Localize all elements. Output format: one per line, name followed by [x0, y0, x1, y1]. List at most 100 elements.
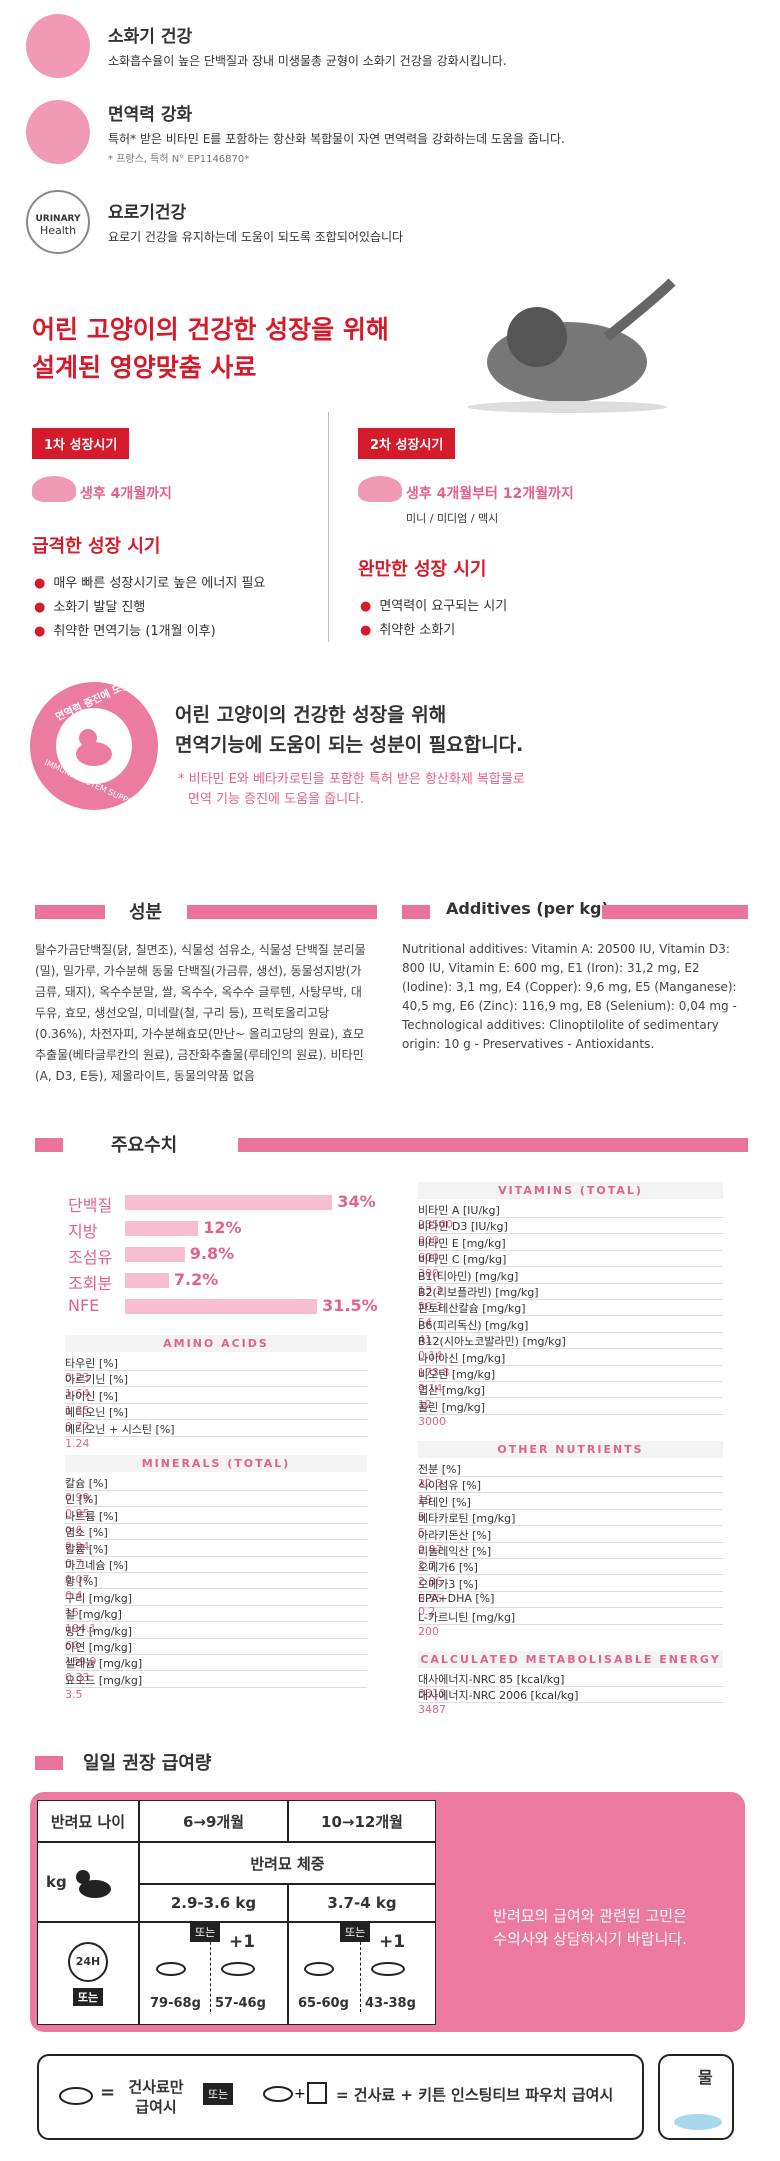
table-row: 인 [%] 0.95	[65, 1491, 367, 1520]
row-label: 셀레늄 [mg/kg]	[65, 1657, 143, 1671]
table-row: 대사에너지-NRC 2006 [kcal/kg] 3487	[418, 1687, 723, 1716]
macro-bar	[125, 1299, 318, 1314]
table-row: 칼슘 [%] 0.99	[65, 1475, 367, 1504]
row-value: 3487	[418, 1703, 446, 1717]
weight: 2.9-3.6 kg	[139, 1884, 288, 1922]
bowl	[304, 1962, 334, 1976]
table-row: 비타민 D3 [IU/kg] 800	[418, 1218, 723, 1247]
or-badge: 또는	[203, 2083, 234, 2105]
bullet-dot: ●	[34, 624, 46, 639]
row-value: 0.23	[65, 1371, 90, 1384]
macro-name: 지방	[68, 1222, 98, 1241]
macro-label: 9.8%	[189, 1244, 235, 1263]
bullet: ● 매우 빠른 성장시기로 높은 에너지 필요	[34, 576, 266, 591]
row-label: 나트륨 [%]	[65, 1509, 118, 1523]
or-badge: 또는	[72, 1987, 104, 2006]
row-label: 리놀레익산 [%]	[418, 1545, 492, 1558]
macro-bar	[125, 1221, 199, 1236]
dashed-divider	[360, 1942, 361, 2012]
row-label: 콜린 [mg/kg]	[418, 1400, 486, 1414]
section-title: Additives (per kg)	[446, 899, 609, 918]
row-label: 엽산 [mg/kg]	[418, 1384, 486, 1398]
table-row: 칼륨 [%] 0.7	[65, 1541, 367, 1570]
cat-icon	[32, 476, 76, 502]
amount: 79-68g	[150, 1996, 201, 2011]
benefit-text: 소화흡수율이 높은 단백질과 장내 미생물총 균형이 소화기 건강을 강화시킵니…	[108, 54, 507, 68]
stage-badge: 1차 성장시기	[32, 428, 130, 459]
row-label: 베타카로틴 [mg/kg]	[418, 1512, 516, 1526]
clock: 24H	[68, 1941, 108, 1982]
section-title: 성분	[129, 902, 163, 923]
table-row: 나이아신 [mg/kg] 173.8	[418, 1350, 723, 1379]
row-value: 0.7	[65, 1556, 83, 1570]
row-value: 0.55	[418, 1591, 443, 1605]
row-value: 0.6	[65, 1523, 83, 1537]
bullet: ● 취약한 소화기	[360, 623, 456, 638]
benefit-title: 요로기건강	[108, 203, 187, 223]
age: 10→12개월	[288, 1800, 436, 1842]
row-value: 0.07	[65, 1573, 90, 1586]
table-row: 염소 [%] 0.94	[65, 1524, 367, 1553]
row-value: 0.07	[418, 1542, 443, 1556]
macro-label: 12%	[203, 1218, 242, 1237]
macro-name: 조섬유	[68, 1248, 113, 1267]
row-value: 0.33	[65, 1671, 90, 1685]
clock-cell: 24H 또는	[37, 1922, 139, 2025]
table-row: 대사에너지-NRC 85 [kcal/kg] 3313	[418, 1671, 723, 1700]
table-row: 아르기닌 [%] 1.64	[65, 1371, 367, 1400]
table-header: OTHER NUTRIENTS	[418, 1441, 723, 1458]
row-value: 23500	[418, 1218, 453, 1231]
heading-bar	[35, 1138, 63, 1152]
headline: 설계된 영양맞춤 사료	[32, 353, 257, 382]
legend-text: = 건사료 + 키튼 인스팅티브 파우치 급여시	[336, 2086, 614, 2104]
table-row: 황 [%] 0.4	[65, 1573, 367, 1602]
bullet-dot: ●	[34, 576, 46, 591]
row-label: 메티오닌 + 시스틴 [%]	[65, 1422, 175, 1436]
section-title: 주요수치	[111, 1135, 178, 1156]
row-label: B6(피리독신) [mg/kg]	[418, 1318, 529, 1332]
row-value: 0.99	[65, 1491, 90, 1504]
table-row: 리놀레익산 [%] 2.7	[418, 1543, 723, 1572]
row-label: 철 [mg/kg]	[65, 1608, 122, 1622]
table-row: 콜린 [mg/kg] 3000	[418, 1399, 723, 1428]
row-label: B1(티아민) [mg/kg]	[418, 1269, 519, 1283]
legend-text: 건사료만	[128, 2078, 184, 2096]
row-label: EPA+DHA [%]	[418, 1592, 495, 1606]
table-row: 루테인 [%] 5	[418, 1494, 723, 1523]
benefit-title: 소화기 건강	[108, 27, 193, 47]
row-value: 0.14	[418, 1349, 443, 1363]
table-row: 타우린 [%] 0.23	[65, 1355, 367, 1384]
row-label: 요오드 [mg/kg]	[65, 1673, 143, 1687]
row-label: 오메가3 [%]	[418, 1577, 478, 1591]
weight-icon: kg	[37, 1842, 139, 1922]
bowl	[156, 1962, 186, 1976]
table-row: 요오드 [mg/kg] 3.5	[65, 1672, 367, 1701]
table-row: 베타카로틴 [mg/kg] 5	[418, 1510, 723, 1539]
heading-bar	[35, 905, 105, 919]
heading-bar	[402, 905, 430, 919]
water-icon	[674, 2114, 722, 2130]
row-value: 15	[65, 1605, 79, 1619]
additives-text: Nutritional additives: Vitamin A: 20500 …	[402, 942, 737, 1051]
note: * 비타민 E와 베타카로틴을 포함한 특허 받은 항산화제 복합물로	[178, 772, 525, 787]
row-label: 대사에너지-NRC 2006 [kcal/kg]	[418, 1689, 579, 1703]
headline: 면역기능에 도움이 되는 성분이 필요합니다.	[175, 734, 524, 756]
table-row: B2(리보플라빈) [mg/kg] 50.3	[418, 1284, 723, 1313]
table-row: 아연 [mg/kg] 159.9	[65, 1639, 367, 1668]
stage-title: 완만한 성장 시기	[358, 559, 487, 580]
macro-name: NFE	[68, 1296, 100, 1315]
row-value: 19	[418, 1493, 432, 1507]
macro-bar	[125, 1195, 333, 1210]
row-value: 0.2	[418, 1605, 436, 1619]
row-value: 13.3	[418, 1283, 443, 1297]
bowl-pouch: +	[263, 2082, 327, 2104]
row-value: 3.14	[418, 1382, 443, 1395]
row-label: 칼륨 [%]	[65, 1542, 108, 1556]
row-value: 2.7	[418, 1559, 436, 1572]
row-label: 나이아신 [mg/kg]	[418, 1351, 506, 1365]
table-row: 메티오닌 [%] 0.77	[65, 1404, 367, 1433]
row-value: 3.5	[65, 1687, 83, 1701]
row-label: 칼슘 [%]	[65, 1477, 108, 1490]
table-row: 오메가3 [%] 0.55	[418, 1576, 723, 1605]
